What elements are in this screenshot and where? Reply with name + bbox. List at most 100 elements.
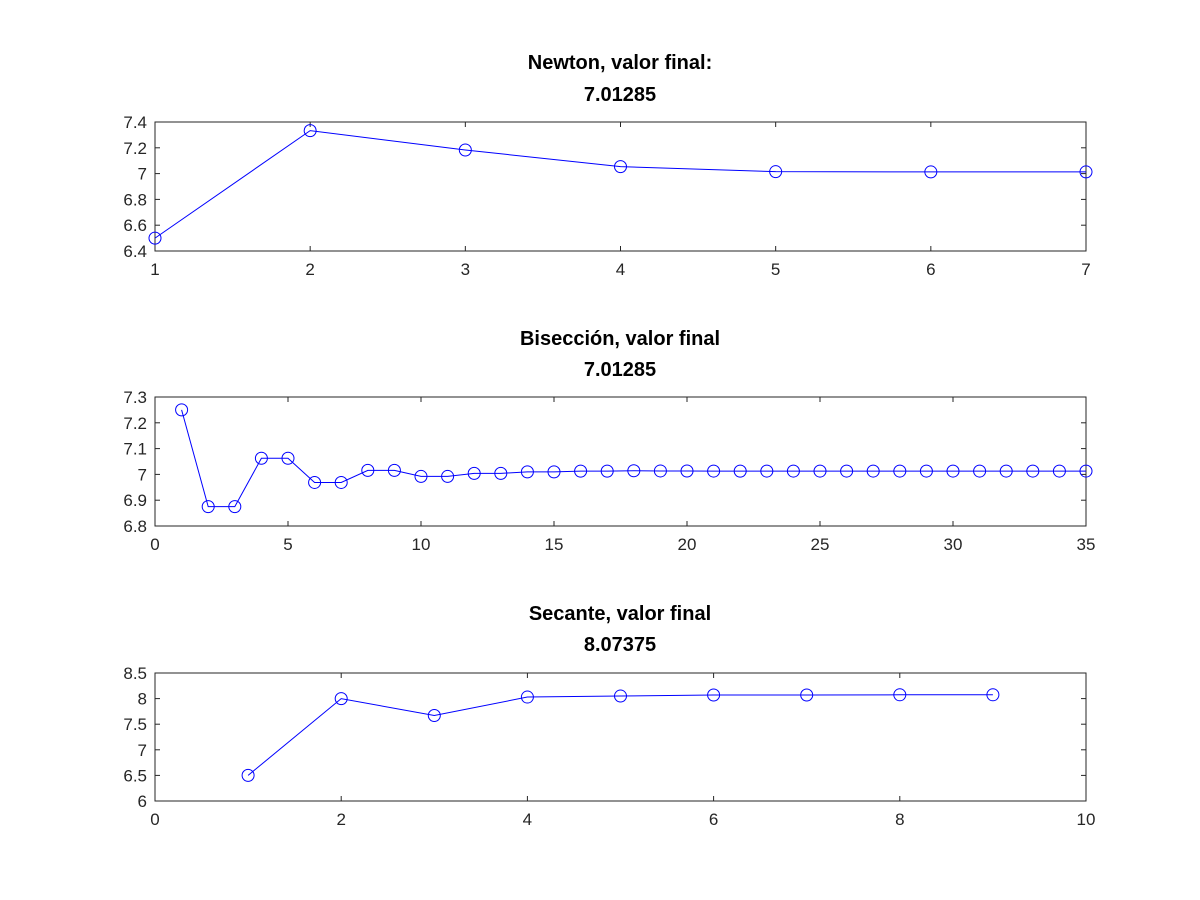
- x-tick-label: 0: [150, 810, 159, 829]
- data-point: [800, 688, 814, 702]
- data-point: [361, 463, 375, 477]
- data-point: [547, 465, 561, 479]
- data-point: [986, 688, 1000, 702]
- x-tick-label: 4: [616, 260, 625, 279]
- y-tick-label: 7: [138, 165, 147, 184]
- data-point: [175, 403, 189, 417]
- data-point: [414, 469, 428, 483]
- y-tick-label: 7: [138, 741, 147, 760]
- data-point: [999, 464, 1013, 478]
- y-tick-label: 7.3: [123, 388, 147, 407]
- subplot-biseccion-title-line2: 7.01285: [584, 359, 656, 381]
- y-tick-label: 7.5: [123, 715, 147, 734]
- data-point: [707, 464, 721, 478]
- data-point: [308, 475, 322, 489]
- x-tick-label: 4: [523, 810, 532, 829]
- series-line: [247, 694, 993, 776]
- series-line: [154, 130, 1086, 239]
- data-point: [893, 464, 907, 478]
- subplot-secante-axes: [154, 672, 1087, 802]
- x-tick-label: 5: [771, 260, 780, 279]
- data-point: [614, 160, 627, 174]
- x-tick-label: 0: [150, 535, 159, 554]
- data-point: [281, 451, 295, 465]
- data-point: [427, 709, 441, 722]
- subplot-newton: Newton, valor final: 7.01285 1 2 3 4 5 6 7 6.4 6…: [123, 52, 1093, 279]
- x-tick-label: 7: [1081, 260, 1090, 279]
- subplot-biseccion-title-line1: Bisección, valor final: [520, 328, 720, 350]
- y-tick-label: 6.9: [123, 491, 147, 510]
- x-tick-label: 6: [926, 260, 935, 279]
- x-tick-label: 5: [283, 535, 292, 554]
- data-point: [919, 464, 933, 478]
- x-tick-label: 20: [678, 535, 697, 554]
- data-point: [600, 464, 614, 478]
- data-point: [228, 500, 242, 514]
- data-point: [733, 464, 747, 478]
- data-point: [574, 464, 588, 478]
- x-tick-label: 6: [709, 810, 718, 829]
- data-point: [680, 464, 694, 478]
- y-tick-label: 8: [138, 690, 147, 709]
- subplot-secante-title-line1: Secante, valor final: [529, 603, 711, 625]
- x-tick-label: 2: [336, 810, 345, 829]
- x-tick-label: 25: [811, 535, 830, 554]
- subplot-newton-title-line1: Newton, valor final:: [528, 52, 712, 74]
- subplot-secante: Secante, valor final 8.07375 0 2 4 6 8 10 6 6.5…: [123, 603, 1095, 829]
- y-tick-label: 8.5: [123, 664, 147, 683]
- data-point: [458, 143, 472, 157]
- y-tick-label: 7.2: [123, 414, 147, 433]
- x-tick-label: 10: [1077, 810, 1096, 829]
- data-point: [946, 464, 960, 478]
- data-point: [467, 466, 481, 480]
- data-point: [387, 463, 401, 477]
- y-tick-label: 6.4: [123, 242, 147, 261]
- subplot-biseccion-series: [175, 403, 1093, 514]
- subplot-newton-title-line2: 7.01285: [584, 84, 656, 106]
- y-tick-label: 6.8: [123, 190, 147, 209]
- x-tick-label: 15: [545, 535, 564, 554]
- x-tick-label: 10: [412, 535, 431, 554]
- data-point: [148, 231, 162, 245]
- data-point: [866, 464, 880, 478]
- data-point: [707, 688, 721, 702]
- y-tick-label: 7: [138, 465, 147, 484]
- subplot-biseccion: Bisección, valor final 7.01285 0 5 10 15 20 2…: [123, 328, 1095, 554]
- x-tick-label: 30: [944, 535, 963, 554]
- data-point: [201, 500, 215, 514]
- data-point: [334, 475, 348, 489]
- subplot-biseccion-axes: [154, 396, 1087, 527]
- data-point: [334, 692, 348, 706]
- y-tick-label: 7.4: [123, 113, 147, 132]
- data-point: [241, 768, 255, 782]
- data-point: [973, 464, 987, 478]
- x-tick-label: 35: [1077, 535, 1096, 554]
- y-tick-label: 6: [138, 792, 147, 811]
- data-point: [627, 464, 641, 478]
- data-point: [494, 466, 508, 480]
- data-point: [653, 464, 667, 478]
- x-tick-label: 8: [895, 810, 904, 829]
- subplot-newton-ticks: 1 2 3 4 5 6 7 6.4 6.6 6.8 7 7.2 7.4: [123, 113, 1090, 279]
- data-point: [1026, 464, 1040, 478]
- series-line: [181, 409, 1086, 508]
- data-point: [520, 690, 534, 704]
- data-point: [1079, 165, 1093, 179]
- data-point: [786, 464, 800, 478]
- data-point: [520, 465, 534, 479]
- subplot-secante-ticks: 0 2 4 6 8 10 6 6.5 7 7.5 8 8.5: [123, 664, 1095, 829]
- subplot-newton-series: [148, 124, 1093, 245]
- data-point: [1052, 464, 1066, 478]
- y-tick-label: 7.1: [123, 440, 147, 459]
- subplot-secante-title-line2: 8.07375: [584, 634, 656, 656]
- x-tick-label: 2: [305, 260, 314, 279]
- data-point: [769, 165, 783, 179]
- x-tick-label: 1: [150, 260, 159, 279]
- subplot-secante-series: [241, 688, 1000, 782]
- data-point: [813, 464, 827, 478]
- data-point: [893, 688, 907, 702]
- data-point: [614, 689, 627, 703]
- data-point: [1079, 464, 1093, 478]
- data-point: [254, 451, 268, 465]
